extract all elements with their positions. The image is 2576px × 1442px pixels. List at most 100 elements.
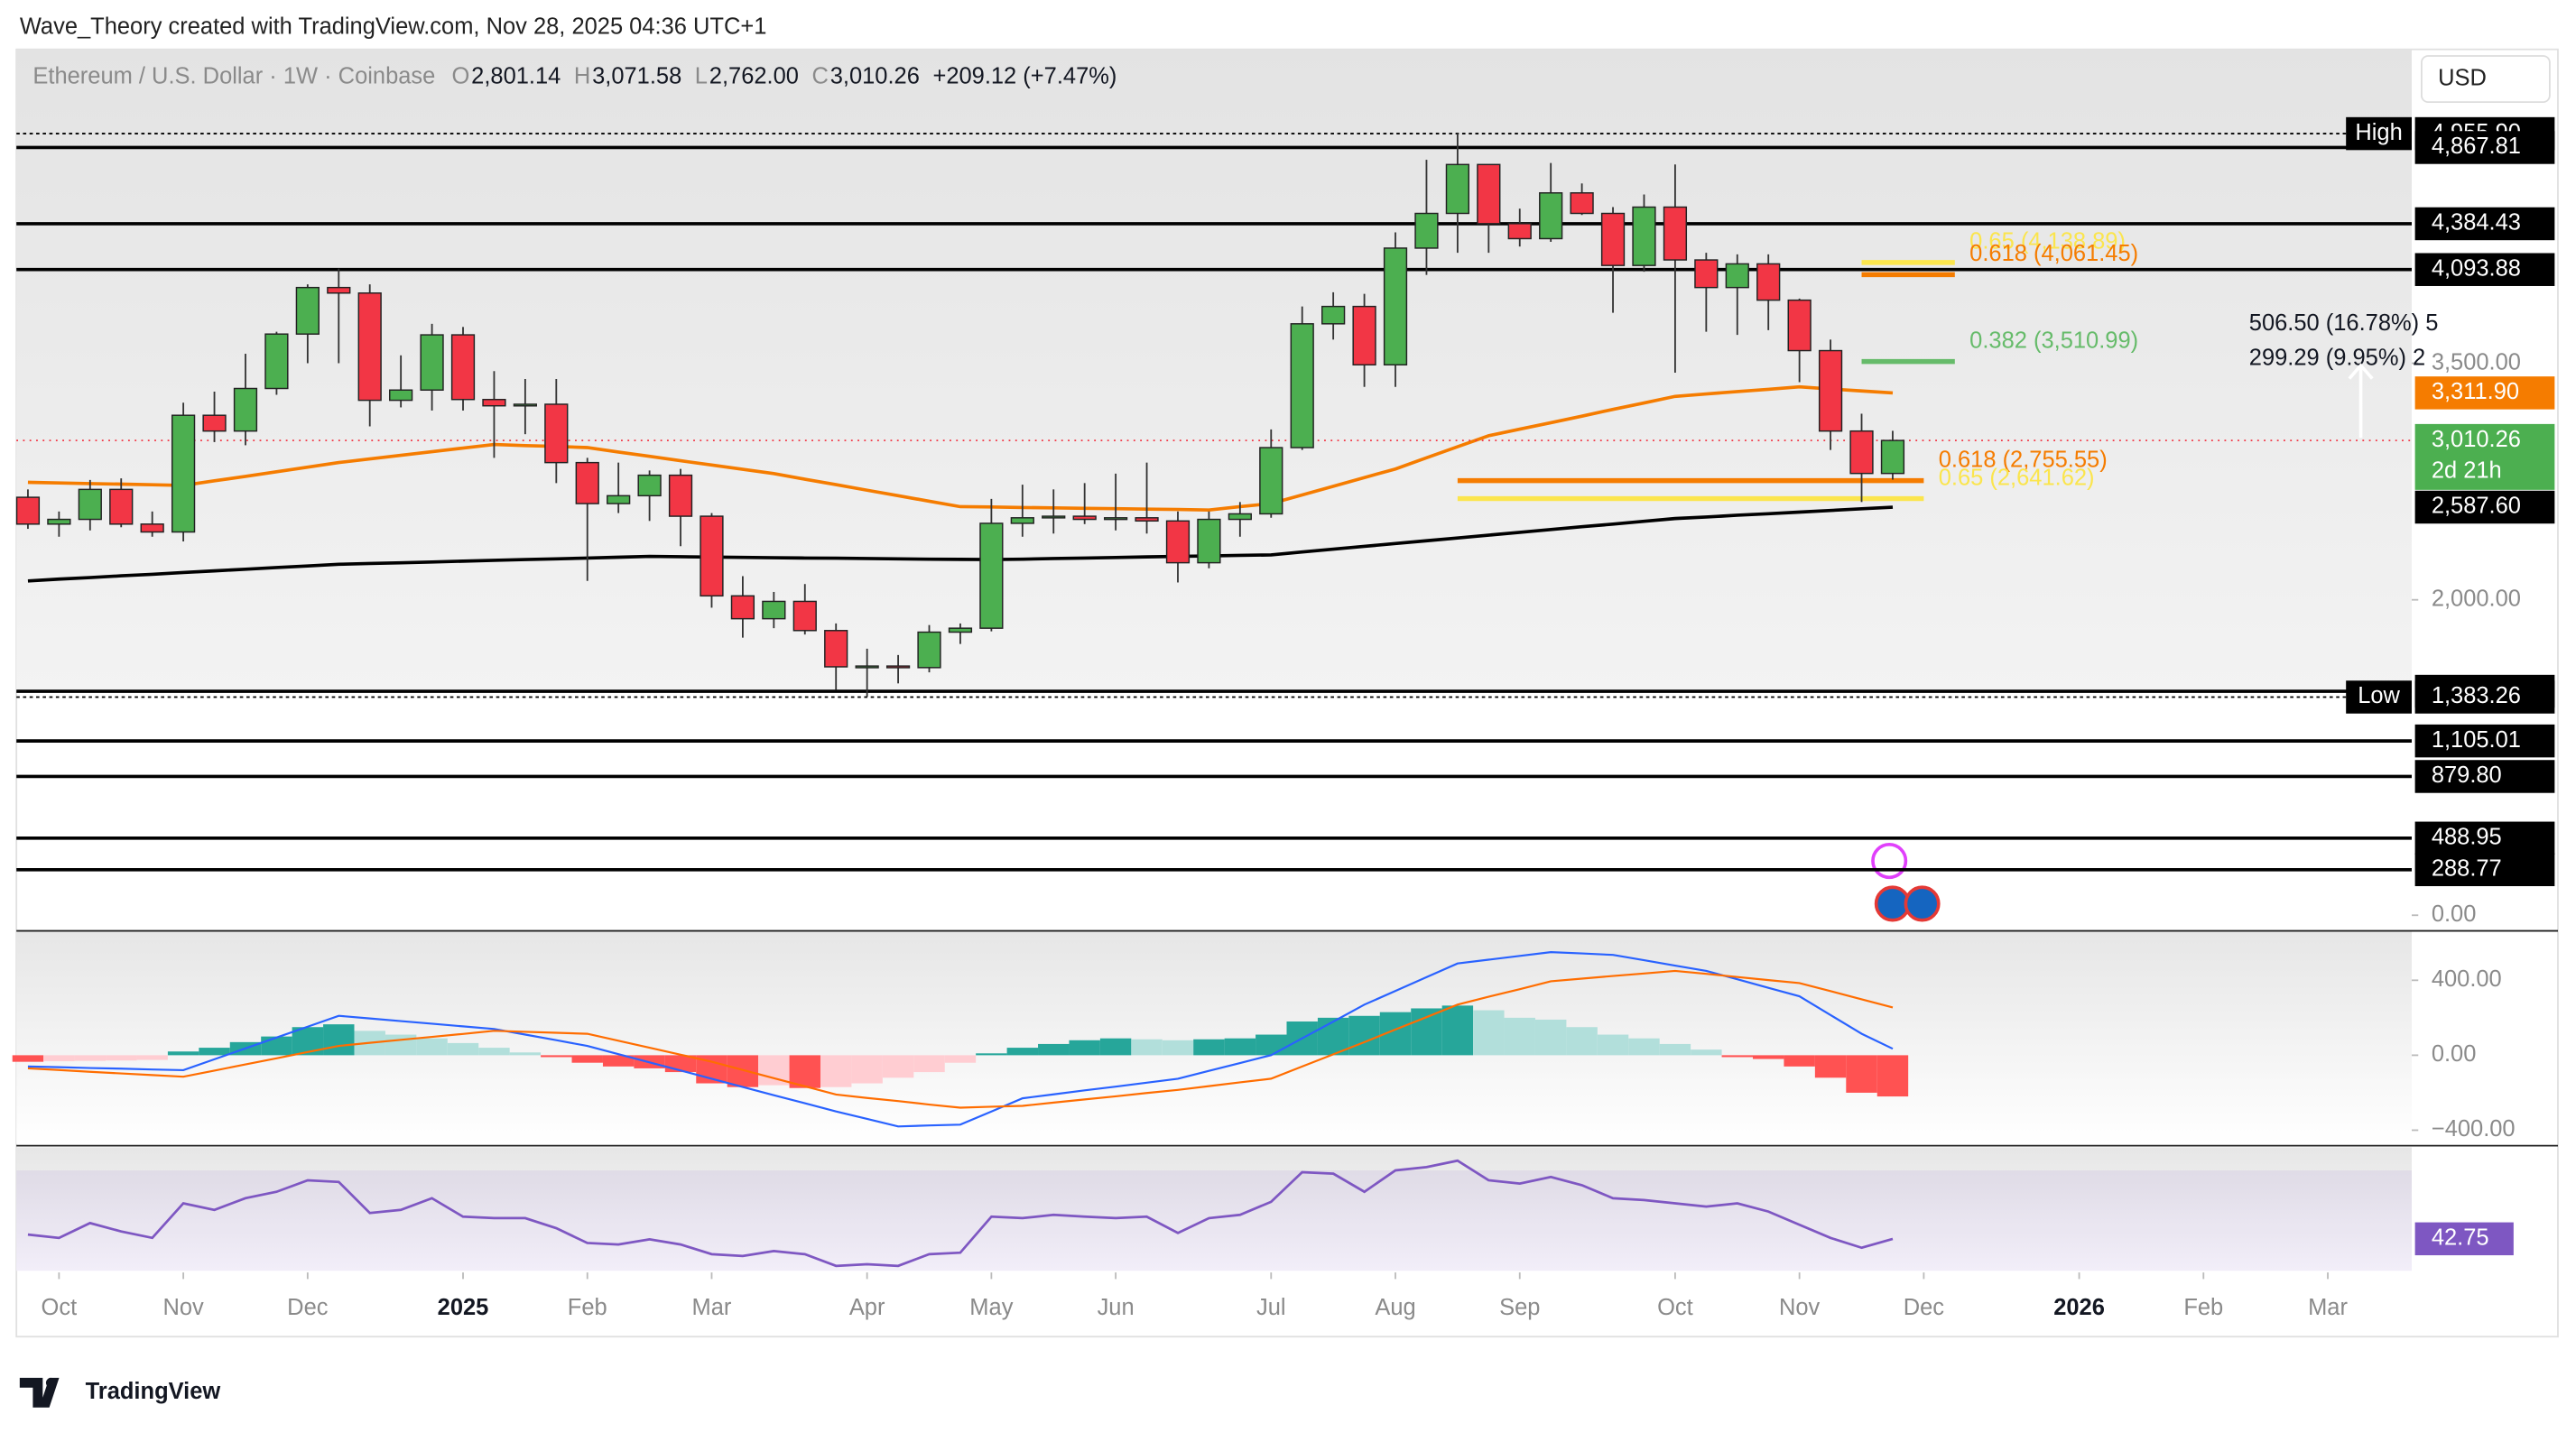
- candle-body: [389, 389, 413, 402]
- candle-body: [1010, 517, 1034, 524]
- candle-body: [1477, 163, 1501, 225]
- price-label-bg: [2414, 376, 2555, 410]
- price-label: 2,587.60: [2432, 494, 2521, 519]
- macd-histogram-bar: [12, 1055, 44, 1062]
- x-tick-label: Oct: [42, 1295, 78, 1320]
- change: +209.12 (+7.47%): [932, 63, 1117, 88]
- candle-body: [1414, 212, 1439, 249]
- x-tick-label: Sep: [1499, 1295, 1540, 1320]
- y-tick-label: 0.00: [2432, 1041, 2477, 1067]
- level-label-bg: [2414, 724, 2555, 758]
- rsi-label: 42.75: [2432, 1225, 2489, 1251]
- x-tick-label: Jul: [1256, 1295, 1286, 1320]
- legend: Ethereum / U.S. Dollar · 1W · Coinbase O 2…: [32, 63, 1117, 88]
- candle-body: [607, 495, 631, 504]
- candle-body: [1259, 447, 1283, 515]
- macd-histogram-bar: [167, 1051, 199, 1056]
- fib-label: 0.382 (3,510.99): [1969, 328, 2138, 353]
- candle-body: [1756, 263, 1781, 301]
- fib-label: 0.65 (4,138.89): [1969, 229, 2126, 254]
- level-label-bg: [2414, 760, 2555, 793]
- macd-histogram-bar: [1162, 1040, 1194, 1056]
- x-tick-label: Aug: [1375, 1295, 1415, 1320]
- signal-line: [27, 969, 1894, 1109]
- macd-histogram-bar: [1566, 1027, 1598, 1056]
- macd-histogram-bar: [571, 1055, 603, 1063]
- price-countdown: 2d 21h: [2432, 458, 2502, 484]
- brand-logo: TradingView: [19, 1377, 221, 1408]
- candle-body: [420, 334, 444, 391]
- level-label: 4,093.88: [2432, 255, 2521, 281]
- fib-label: 0.618 (4,061.45): [1969, 241, 2138, 266]
- macd-histogram-bar: [1534, 1019, 1567, 1056]
- candle-body: [1383, 247, 1408, 366]
- measurement: 506.50 (16.78%) 5: [2249, 310, 2439, 336]
- candle-body: [1539, 192, 1563, 240]
- candle-body: [668, 474, 693, 517]
- currency[interactable]: USD: [2438, 65, 2487, 90]
- macd-histogram-bar: [1131, 1039, 1163, 1056]
- candle-body: [1290, 323, 1314, 448]
- candle-body: [295, 286, 320, 335]
- macd-histogram-bar: [106, 1055, 137, 1061]
- candle-body: [1321, 305, 1346, 325]
- candle-body: [1632, 206, 1656, 266]
- candle-body: [140, 523, 164, 533]
- candle-body: [1787, 299, 1812, 352]
- macd-histogram-bar: [509, 1052, 542, 1056]
- macd-histogram-bar: [913, 1055, 945, 1073]
- x-tick-label: Mar: [2308, 1295, 2348, 1320]
- macd-histogram-bar: [1846, 1055, 1877, 1093]
- x-tick-label: Jun: [1098, 1295, 1135, 1320]
- candle-body: [233, 387, 258, 432]
- candle-body: [917, 631, 941, 669]
- macd-histogram-bar: [1504, 1017, 1535, 1056]
- level-tag-bg: [2346, 116, 2412, 151]
- candle-body: [700, 515, 724, 597]
- level-label-bg: [2414, 853, 2555, 887]
- macd-histogram-bar: [1784, 1055, 1815, 1067]
- x-tick-label: 2025: [438, 1295, 489, 1320]
- candle-body: [1445, 163, 1470, 215]
- symbol: Ethereum / U.S. Dollar · 1W · Coinbase: [32, 63, 435, 88]
- macd-histogram-bar: [43, 1055, 75, 1062]
- brand: TradingView: [86, 1379, 221, 1404]
- candle-body: [1818, 349, 1843, 432]
- event-icon: [1904, 885, 1941, 922]
- y-tick-label: 0.00: [2432, 901, 2477, 927]
- candle-body: [1570, 192, 1594, 215]
- macd-histogram-bar: [1691, 1049, 1722, 1056]
- macd-histogram-bar: [1721, 1055, 1753, 1058]
- level-label: 4,867.81: [2432, 134, 2521, 159]
- macd-histogram-bar: [1473, 1010, 1505, 1056]
- macd-line: [27, 951, 1894, 1128]
- candle-body: [1103, 517, 1128, 521]
- level-tag: High: [2355, 120, 2402, 145]
- candle-body: [1694, 259, 1719, 289]
- candle-body: [264, 333, 289, 390]
- macd-histogram-bar: [1628, 1038, 1660, 1056]
- level-label: 4,384.43: [2432, 210, 2521, 236]
- x-tick-label: Nov: [162, 1295, 204, 1320]
- candle-body: [78, 488, 102, 521]
- moving-average: [27, 384, 1894, 512]
- price-label: 3,311.90: [2432, 379, 2519, 404]
- candle-body: [1849, 430, 1874, 475]
- candle-body: [357, 292, 382, 402]
- ohlc-label: O: [452, 63, 470, 88]
- macd-histogram-bar: [1814, 1055, 1847, 1078]
- ohlc-value: 3,010.26: [830, 63, 920, 88]
- currency-button[interactable]: [2420, 55, 2551, 104]
- x-tick-label: May: [969, 1295, 1013, 1320]
- candle-body: [15, 496, 41, 525]
- macd-histogram-bar: [1411, 1008, 1442, 1056]
- candle-body: [1228, 513, 1252, 521]
- y-tick-label: 2,000.00: [2432, 586, 2521, 611]
- macd-histogram-bar: [1597, 1034, 1629, 1056]
- macd-histogram-bar: [1876, 1055, 1909, 1097]
- candle-body: [730, 595, 755, 620]
- macd-histogram-bar: [944, 1055, 977, 1063]
- macd-histogram-bar: [1069, 1040, 1100, 1056]
- candle-body: [327, 286, 351, 294]
- ohlc-label: H: [574, 63, 590, 88]
